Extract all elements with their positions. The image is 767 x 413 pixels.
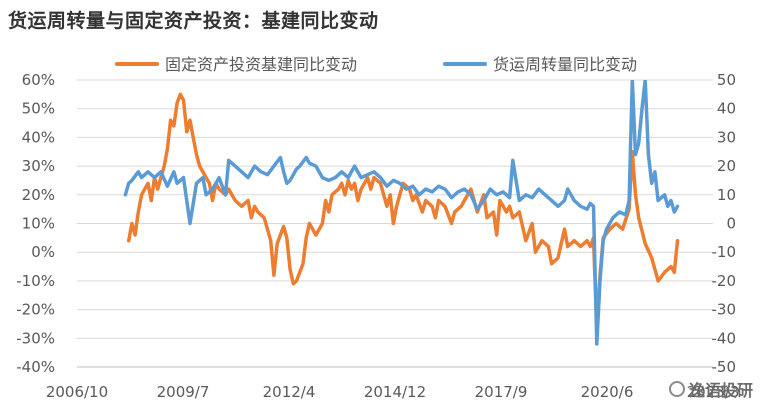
legend-label-investment: 固定资产投资基建同比变动 [165, 55, 357, 74]
y-left-tick-label: -20% [16, 301, 55, 319]
chart-title: 货运周转量与固定资产投资：基建同比变动 [8, 10, 379, 32]
y-left-tick-label: -10% [16, 272, 55, 290]
y-left-tick-label: -30% [16, 329, 55, 347]
x-tick-label: 2023/3 [687, 383, 740, 401]
series-line-investment [126, 92, 680, 332]
y-right-tick-label: 50 [717, 71, 736, 89]
watermark: 逸语投研 [668, 377, 753, 401]
gridlines [77, 79, 713, 368]
y-right-tick-label: 10 [717, 186, 736, 204]
y-left-tick-label: 60% [22, 71, 55, 89]
y-left-tick-label: -40% [16, 358, 55, 376]
legend: 固定资产投资基建同比变动 货运周转量同比变动 [115, 55, 637, 74]
x-tick-label: 2012/4 [263, 383, 316, 401]
y-right-tick-label: 20 [717, 157, 736, 175]
x-axis-ticks: 2006/10 2009/7 2012/4 2014/12 2017/9 2020/6 20… [46, 383, 740, 401]
x-tick-label: 2020/6 [581, 383, 634, 401]
y-left-tick-label: 0% [31, 243, 55, 261]
legend-label-freight: 货运周转量同比变动 [493, 55, 637, 74]
y-right-tick-label: 0 [726, 215, 736, 233]
y-right-tick-label: -30 [712, 301, 737, 319]
series-lines [123, 80, 680, 346]
y-right-tick-label: 40 [717, 100, 736, 118]
y-left-tick-label: 30% [22, 157, 55, 175]
y-right-tick-label: 30 [717, 128, 736, 146]
y-left-tick-label: 50% [22, 100, 55, 118]
x-tick-label: 2017/9 [475, 383, 528, 401]
y-right-tick-label: -20 [712, 272, 737, 290]
y-right-tick-label: -10 [712, 243, 737, 261]
watermark-text: 逸语投研 [688, 381, 753, 400]
series-line-freight [123, 80, 680, 346]
y-right-tick-label: -40 [712, 329, 737, 347]
x-tick-label: 2014/12 [364, 383, 426, 401]
x-tick-label: 2009/7 [157, 383, 210, 401]
x-tick-label: 2006/10 [46, 383, 108, 401]
y-left-tick-label: 10% [22, 215, 55, 233]
left-axis-ticks: 60% 50% 40% 30% 20% 10% 0% -10% -20% -30% -40% [16, 71, 55, 376]
y-left-tick-label: 20% [22, 186, 55, 204]
wechat-logo-icon [668, 381, 685, 397]
y-right-tick-label: -50 [712, 358, 737, 376]
y-left-tick-label: 40% [22, 128, 55, 146]
right-axis-ticks: 50 40 30 20 10 0 -10 -20 -30 -40 -50 [712, 71, 737, 376]
